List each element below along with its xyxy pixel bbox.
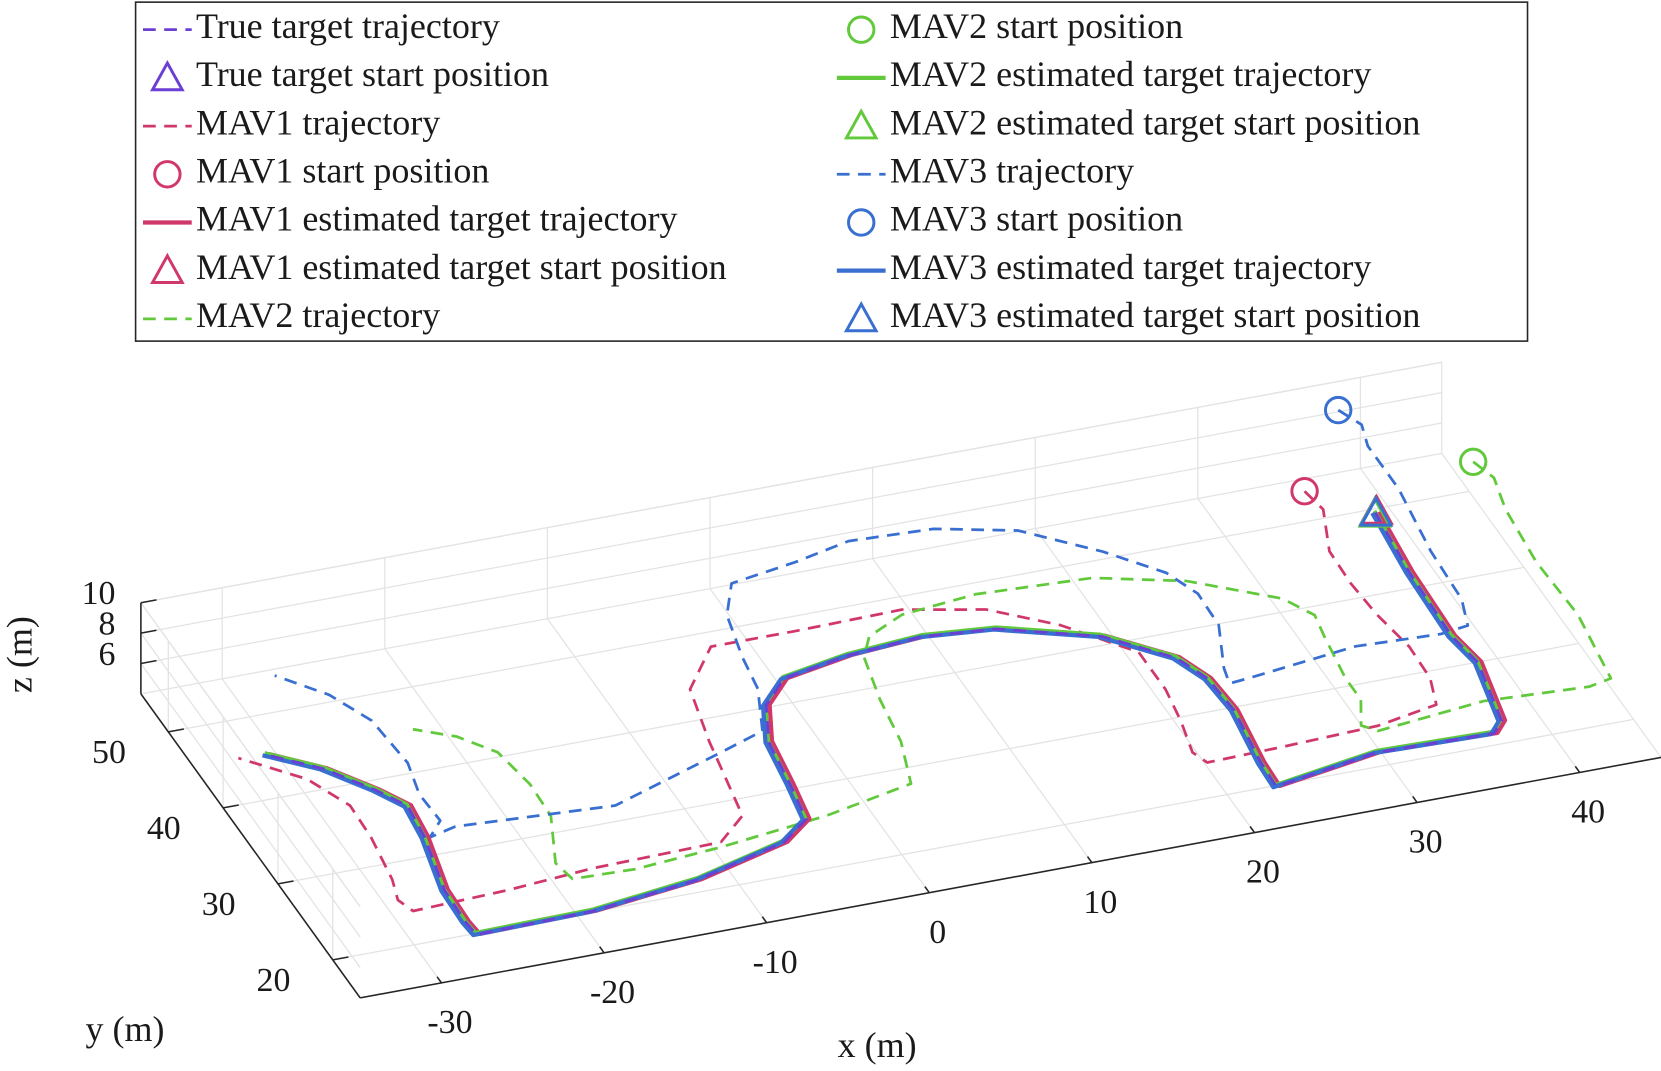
legend-label: True target start position	[196, 54, 549, 94]
legend-label: MAV3 trajectory	[890, 151, 1134, 191]
x-tick	[436, 976, 443, 984]
grid-line	[277, 642, 1579, 885]
z-tick	[140, 629, 157, 634]
marker-triangle	[843, 300, 879, 333]
x-tick-label: 40	[1571, 794, 1605, 831]
x-tick	[761, 916, 768, 924]
y-tick	[168, 728, 185, 733]
marker-triangle	[150, 252, 185, 285]
wall-edge	[140, 452, 1442, 695]
grid-line	[140, 422, 1442, 665]
y-axis	[140, 693, 361, 999]
x-tick-label: 20	[1246, 854, 1280, 891]
marker-circle	[1458, 447, 1488, 476]
z-tick	[140, 659, 157, 665]
trajectory	[274, 408, 1470, 839]
legend-label: MAV2 estimated target trajectory	[890, 54, 1372, 94]
y-tick-label: 30	[202, 886, 236, 923]
marker-circle	[153, 160, 182, 189]
z-tick	[140, 599, 157, 604]
trajectory	[237, 490, 1438, 913]
legend-label: MAV2 start position	[890, 6, 1183, 46]
grid-line	[1034, 528, 1256, 833]
x-axis-label: x (m)	[838, 1025, 917, 1065]
grid-line	[384, 648, 605, 954]
grid-line	[546, 618, 768, 924]
legend-label: MAV2 estimated target start position	[890, 102, 1421, 142]
grid-line	[140, 663, 361, 968]
marker-circle	[1323, 395, 1353, 425]
y-axis-label: y (m)	[86, 1009, 165, 1049]
grid-line	[221, 678, 442, 984]
x-axis	[360, 756, 1661, 999]
x-tick	[599, 946, 605, 954]
legend-label: MAV1 trajectory	[196, 102, 440, 142]
z-tick-label: 8	[99, 606, 116, 643]
z-tick-label: 6	[99, 636, 116, 673]
legend-label: MAV1 start position	[196, 151, 489, 191]
grid-line	[223, 566, 1525, 809]
marker-circle	[847, 208, 876, 237]
grid-line	[140, 602, 361, 908]
y-tick	[222, 804, 239, 809]
grid-line	[140, 392, 1442, 634]
x-tick	[924, 886, 930, 894]
trajectory	[264, 509, 1503, 936]
x-tick-label: 30	[1409, 824, 1443, 861]
x-tick-label: -20	[590, 974, 635, 1011]
y-tick-label: 20	[257, 962, 291, 999]
marker-triangle	[1358, 495, 1394, 527]
legend-label: MAV1 estimated target trajectory	[196, 199, 678, 239]
x-tick	[1086, 856, 1093, 864]
x-tick	[1412, 795, 1418, 803]
x-tick	[1249, 826, 1256, 834]
x-tick	[1574, 765, 1581, 773]
y-tick-label: 50	[92, 734, 126, 771]
grid-line	[872, 558, 1093, 864]
legend-label: True target trajectory	[196, 6, 500, 46]
trajectory	[412, 460, 1613, 881]
wall-edge	[1441, 453, 1661, 758]
y-tick-label: 40	[147, 810, 181, 847]
grid-line	[1359, 468, 1581, 773]
y-tick	[277, 880, 294, 885]
x-tick-label: -30	[427, 1004, 472, 1041]
legend-label: MAV3 start position	[890, 199, 1183, 239]
marker-triangle	[150, 59, 185, 92]
x-tick-label: 0	[929, 914, 946, 951]
z-axis-label: z (m)	[0, 616, 40, 693]
grid-line	[140, 632, 361, 938]
grid-line	[709, 588, 930, 894]
y-tick	[332, 956, 349, 961]
plot-area	[237, 395, 1613, 938]
legend-label: MAV2 trajectory	[196, 295, 440, 335]
marker-triangle	[843, 108, 879, 140]
grid-line	[140, 361, 1442, 604]
x-tick-label: -10	[753, 944, 798, 981]
legend-label: MAV3 estimated target trajectory	[890, 247, 1372, 287]
legend-box	[134, 1, 1529, 342]
marker-circle	[847, 15, 876, 44]
grid-line	[168, 490, 1470, 733]
marker-circle	[1290, 477, 1319, 506]
legend-label: MAV3 estimated target start position	[890, 295, 1421, 335]
x-tick-label: 10	[1083, 884, 1117, 921]
trajectory	[265, 511, 1504, 936]
z-tick-label: 10	[82, 575, 116, 612]
legend-label: MAV1 estimated target start position	[196, 247, 727, 287]
legend: True target trajectory True target start …	[143, 6, 1420, 335]
grid	[140, 361, 1661, 984]
